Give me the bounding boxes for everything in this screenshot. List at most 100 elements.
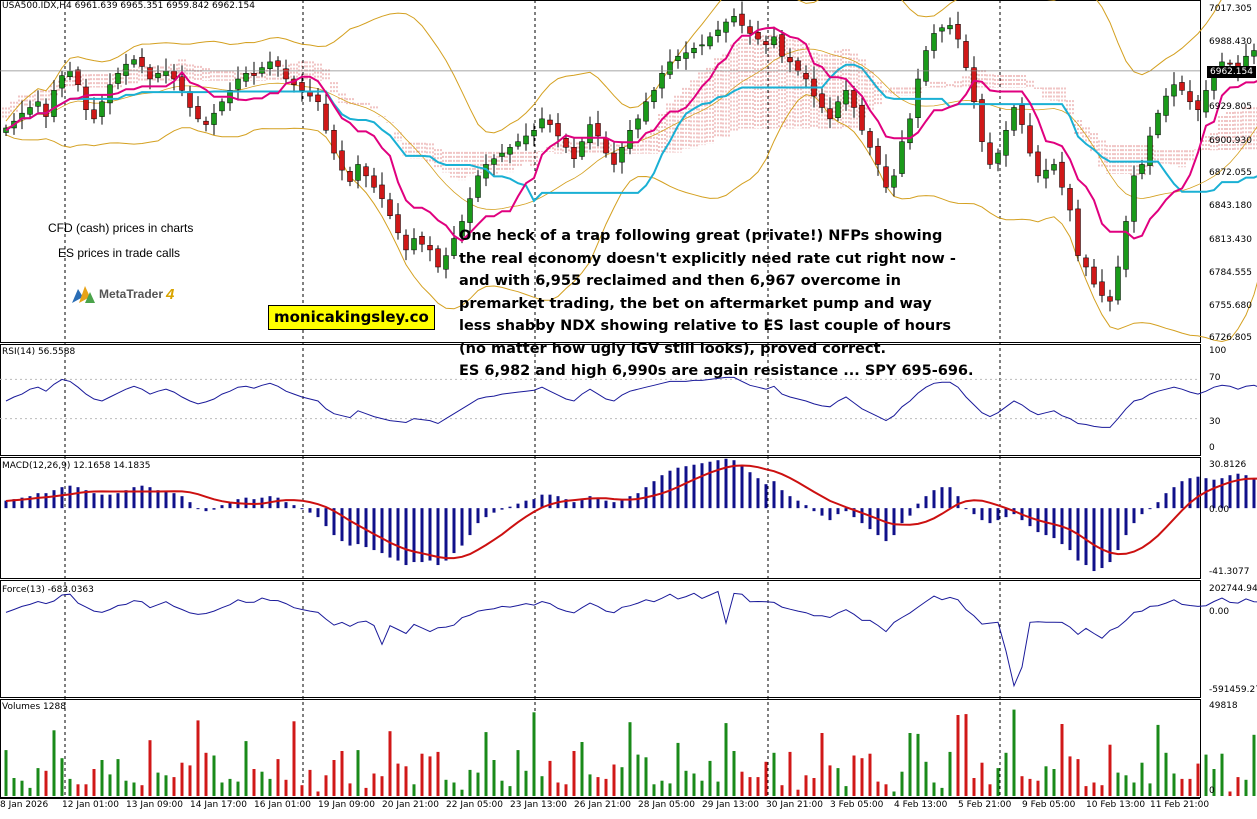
macd-histogram-bar — [372, 508, 376, 551]
y-tick: 6755.680 — [1209, 301, 1252, 311]
volume-bar — [1060, 724, 1064, 796]
macd-histogram-bar — [60, 487, 64, 509]
volume-bar — [964, 714, 968, 796]
macd-histogram-bar — [1156, 502, 1160, 509]
macd-histogram-bar — [988, 508, 992, 524]
x-tick: 8 Jan 2026 — [0, 800, 49, 810]
candle-body — [1139, 164, 1145, 174]
commentary-line: ES 6,982 and high 6,990s are again resis… — [459, 363, 974, 379]
candle-body — [1251, 50, 1257, 57]
x-tick: 13 Jan 09:00 — [126, 800, 183, 810]
volume-bar — [500, 780, 504, 796]
macd-histogram-bar — [140, 485, 144, 509]
candle-body — [563, 137, 569, 148]
volume-bar — [180, 762, 184, 796]
candle-body — [923, 50, 929, 82]
candle-body — [99, 101, 105, 117]
force-tick: 202744.942 — [1209, 584, 1257, 594]
volume-bar — [980, 762, 984, 796]
candle-body — [1123, 221, 1129, 270]
volume-bar — [740, 771, 744, 796]
macd-histogram-bar — [708, 461, 712, 509]
macd-histogram-bar — [412, 508, 416, 563]
volume-bar — [1212, 769, 1216, 796]
volume-bar — [1108, 744, 1112, 796]
candle-body — [1227, 62, 1233, 65]
volume-bar — [1172, 773, 1176, 796]
candle-body — [731, 16, 737, 23]
macd-histogram-bar — [164, 491, 168, 509]
macd-histogram-bar — [420, 508, 424, 563]
candle-body — [979, 99, 985, 142]
x-tick: 5 Feb 21:00 — [958, 800, 1012, 810]
volume-bar — [708, 760, 712, 796]
candle-body — [1019, 104, 1025, 125]
macd-histogram-bar — [796, 500, 800, 509]
candle-body — [339, 150, 345, 171]
force-panel-title: Force(13) -683.0363 — [2, 585, 94, 595]
x-tick: 14 Jan 17:00 — [190, 800, 247, 810]
candle-body — [555, 123, 561, 137]
candle-body — [443, 255, 449, 270]
candle-body — [267, 61, 273, 69]
volume-bar — [1116, 772, 1120, 796]
macd-histogram-bar — [1220, 478, 1224, 509]
volume-bar — [1012, 709, 1016, 796]
macd-histogram-bar — [284, 502, 288, 509]
volume-bar — [724, 723, 728, 796]
current-price-label: 6962.154 — [1207, 66, 1256, 78]
candle-body — [875, 145, 881, 165]
macd-histogram-bar — [308, 508, 312, 513]
candle-body — [411, 238, 417, 251]
candle-body — [155, 73, 161, 79]
y-tick: 6843.180 — [1209, 201, 1252, 211]
volume-bar — [756, 777, 760, 796]
macd-histogram-bar — [836, 508, 840, 515]
macd-histogram-bar — [404, 508, 408, 566]
candle-body — [403, 234, 409, 251]
candle-body — [843, 90, 849, 105]
volume-bar — [404, 766, 408, 796]
candle-body — [131, 59, 137, 65]
macd-histogram-bar — [1092, 508, 1096, 572]
candle-body — [43, 103, 49, 117]
x-tick: 30 Jan 21:00 — [766, 800, 823, 810]
macd-histogram-bar — [764, 484, 768, 509]
volume-bar — [172, 777, 176, 796]
candle-body — [659, 73, 665, 89]
macd-histogram-bar — [148, 487, 152, 509]
website-badge[interactable]: monicakingsley.co — [268, 305, 435, 330]
volume-bar — [316, 791, 320, 796]
candle-body — [1099, 281, 1105, 296]
volume-bar — [676, 742, 680, 796]
volume-bar — [860, 758, 864, 796]
candle-body — [515, 141, 521, 147]
macd-histogram-bar — [548, 494, 552, 509]
macd-histogram-bar — [1180, 481, 1184, 509]
macd-histogram-bar — [972, 508, 976, 515]
macd-histogram-bar — [84, 490, 88, 509]
volume-bar — [812, 778, 816, 796]
volume-bar — [628, 722, 632, 796]
macd-histogram-bar — [940, 487, 944, 509]
macd-histogram-bar — [612, 502, 616, 509]
volume-bar — [524, 770, 528, 796]
volume-bar — [908, 733, 912, 796]
candle-body — [667, 61, 673, 75]
volume-bar — [156, 772, 160, 796]
candle-body — [899, 141, 905, 174]
candle-body — [235, 78, 241, 90]
macd-histogram-bar — [324, 508, 328, 527]
panel-frame — [0, 457, 1201, 579]
candle-body — [139, 57, 145, 67]
macd-histogram-bar — [868, 508, 872, 530]
candle-body — [323, 103, 329, 131]
metatrader-version: 4 — [166, 285, 175, 303]
macd-histogram-bar — [1172, 487, 1176, 509]
volume-bar — [764, 761, 768, 796]
macd-histogram-bar — [748, 472, 752, 509]
volume-bar — [236, 781, 240, 796]
volume-bar — [844, 786, 848, 796]
macd-histogram-bar — [884, 508, 888, 542]
